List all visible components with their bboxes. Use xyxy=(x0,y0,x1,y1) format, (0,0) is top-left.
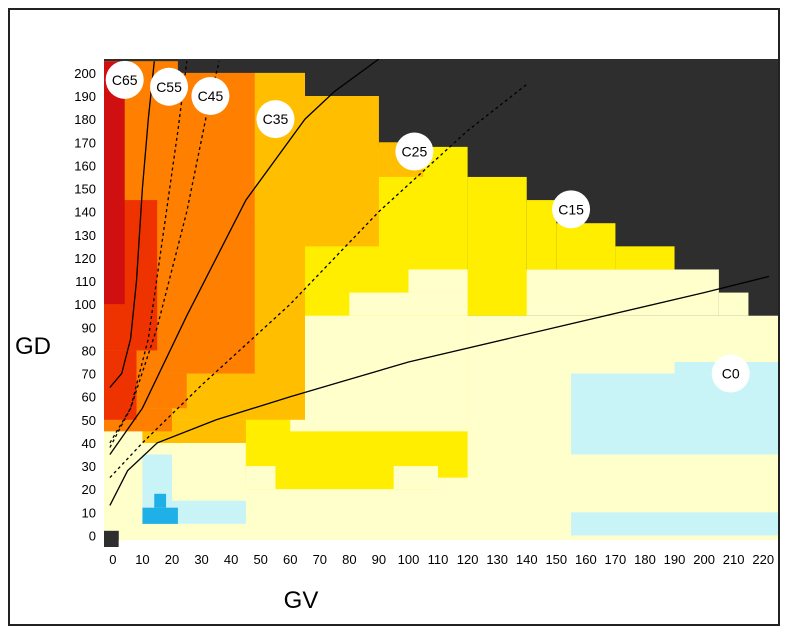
x-tick-label: 50 xyxy=(253,552,267,567)
x-tick-label: 200 xyxy=(693,552,715,567)
heatmap-cell xyxy=(118,540,778,547)
x-tick-label: 0 xyxy=(109,552,116,567)
curve-c15 xyxy=(109,275,770,506)
heatmap-cell xyxy=(171,500,246,524)
x-tick-label: 140 xyxy=(516,552,538,567)
heatmap-cell xyxy=(245,466,276,490)
heatmap-cell xyxy=(154,493,167,508)
y-tick-label: 170 xyxy=(74,135,96,150)
y-tick-label: 180 xyxy=(74,112,96,127)
y-tick-label: 50 xyxy=(82,413,96,428)
y-tick-label: 190 xyxy=(74,89,96,104)
zone-label-badge xyxy=(256,100,295,139)
x-tick-label: 60 xyxy=(283,552,297,567)
x-tick-label: 20 xyxy=(165,552,179,567)
heatmap-cell xyxy=(104,530,119,547)
zone-label-badge xyxy=(395,132,434,171)
heatmap-cell xyxy=(467,176,527,316)
heatmap-cell xyxy=(142,507,178,524)
y-tick-label: 150 xyxy=(74,182,96,197)
x-tick-label: 130 xyxy=(486,552,508,567)
y-tick-label: 100 xyxy=(74,297,96,312)
x-tick-label: 10 xyxy=(135,552,149,567)
zone-label: C55 xyxy=(156,79,182,95)
y-tick-label: 120 xyxy=(74,251,96,266)
x-tick-label: 70 xyxy=(313,552,327,567)
zone-labels: C65 C55 C45 C35 C25 C15 C0 xyxy=(105,60,750,393)
heatmap-chart: C65 C55 C45 C35 C25 C15 C0 0 10 20 30 40 50 60 70 80 90… xyxy=(15,59,778,614)
heatmap-cell xyxy=(526,200,557,270)
zone-label-badge xyxy=(191,77,230,116)
curve-c55 xyxy=(109,61,188,444)
heatmap-cell xyxy=(571,512,778,536)
heatmap-cell xyxy=(393,466,439,490)
y-tick-label: 140 xyxy=(74,205,96,220)
y-tick-label: 30 xyxy=(82,459,96,474)
heatmap-cell xyxy=(104,419,143,547)
x-tick-label: 90 xyxy=(372,552,386,567)
y-tick-label: 60 xyxy=(82,390,96,405)
heatmap-cell xyxy=(104,350,137,420)
x-tick-label: 180 xyxy=(634,552,656,567)
x-tick-label: 120 xyxy=(457,552,479,567)
x-tick-label: 150 xyxy=(545,552,567,567)
heatmap-cell xyxy=(718,292,749,316)
zone-label-badge xyxy=(552,190,591,229)
heatmap-cell xyxy=(104,61,125,305)
y-tick-labels: 0 10 20 30 40 50 60 70 80 90 100 110 120 130 140 150 160… xyxy=(74,66,96,544)
curve-c35 xyxy=(109,59,380,455)
y-axis-label: GD xyxy=(15,333,51,360)
zone-label: C35 xyxy=(263,111,289,127)
heatmap-cell xyxy=(177,59,778,73)
y-tick-label: 90 xyxy=(82,320,96,335)
curve-c65 xyxy=(109,61,155,388)
heatmap-cell xyxy=(556,223,616,270)
zone-label-badge xyxy=(150,67,189,106)
y-tick-label: 40 xyxy=(82,436,96,451)
heatmap-cell xyxy=(305,96,379,247)
heatmap-cell xyxy=(571,373,778,455)
y-tick-label: 130 xyxy=(74,228,96,243)
zone-label: C65 xyxy=(112,72,138,88)
zone-label: C15 xyxy=(558,201,584,217)
x-tick-labels: 0 10 20 30 40 50 60 70 80 90 100 110 120 130 140 150 160… xyxy=(109,552,774,567)
y-tick-label: 110 xyxy=(75,274,96,289)
x-tick-label: 30 xyxy=(194,552,208,567)
y-tick-label: 160 xyxy=(74,158,96,173)
x-tick-label: 220 xyxy=(752,552,774,567)
x-tick-label: 190 xyxy=(664,552,686,567)
x-axis-label: GV xyxy=(284,587,319,614)
chart-frame: C65 C55 C45 C35 C25 C15 C0 0 10 20 30 40 50 60 70 80 90… xyxy=(8,8,780,626)
y-tick-label: 200 xyxy=(74,66,96,81)
zone-label-badge xyxy=(711,354,750,393)
heatmap-cell xyxy=(290,315,468,432)
contour-curves xyxy=(109,59,770,506)
y-tick-label: 0 xyxy=(89,528,96,543)
zone-label: C25 xyxy=(402,144,428,160)
x-tick-label: 110 xyxy=(428,552,449,567)
y-tick-label: 80 xyxy=(82,343,96,358)
x-tick-label: 210 xyxy=(723,552,745,567)
x-tick-label: 170 xyxy=(605,552,627,567)
zone-label: C45 xyxy=(198,88,224,104)
heatmap-cell xyxy=(615,246,675,270)
x-tick-label: 80 xyxy=(342,552,356,567)
curve-c25 xyxy=(109,83,528,479)
x-tick-label: 100 xyxy=(398,552,420,567)
zone-label: C0 xyxy=(722,366,740,382)
y-tick-label: 20 xyxy=(82,482,96,497)
y-tick-label: 70 xyxy=(82,367,96,382)
x-tick-label: 40 xyxy=(224,552,238,567)
heatmap-cell xyxy=(349,292,468,316)
heatmap-cell xyxy=(408,269,468,293)
heatmap-regions xyxy=(104,59,778,547)
x-tick-label: 160 xyxy=(575,552,597,567)
y-tick-label: 10 xyxy=(82,505,96,520)
zone-label-badge xyxy=(105,60,144,99)
